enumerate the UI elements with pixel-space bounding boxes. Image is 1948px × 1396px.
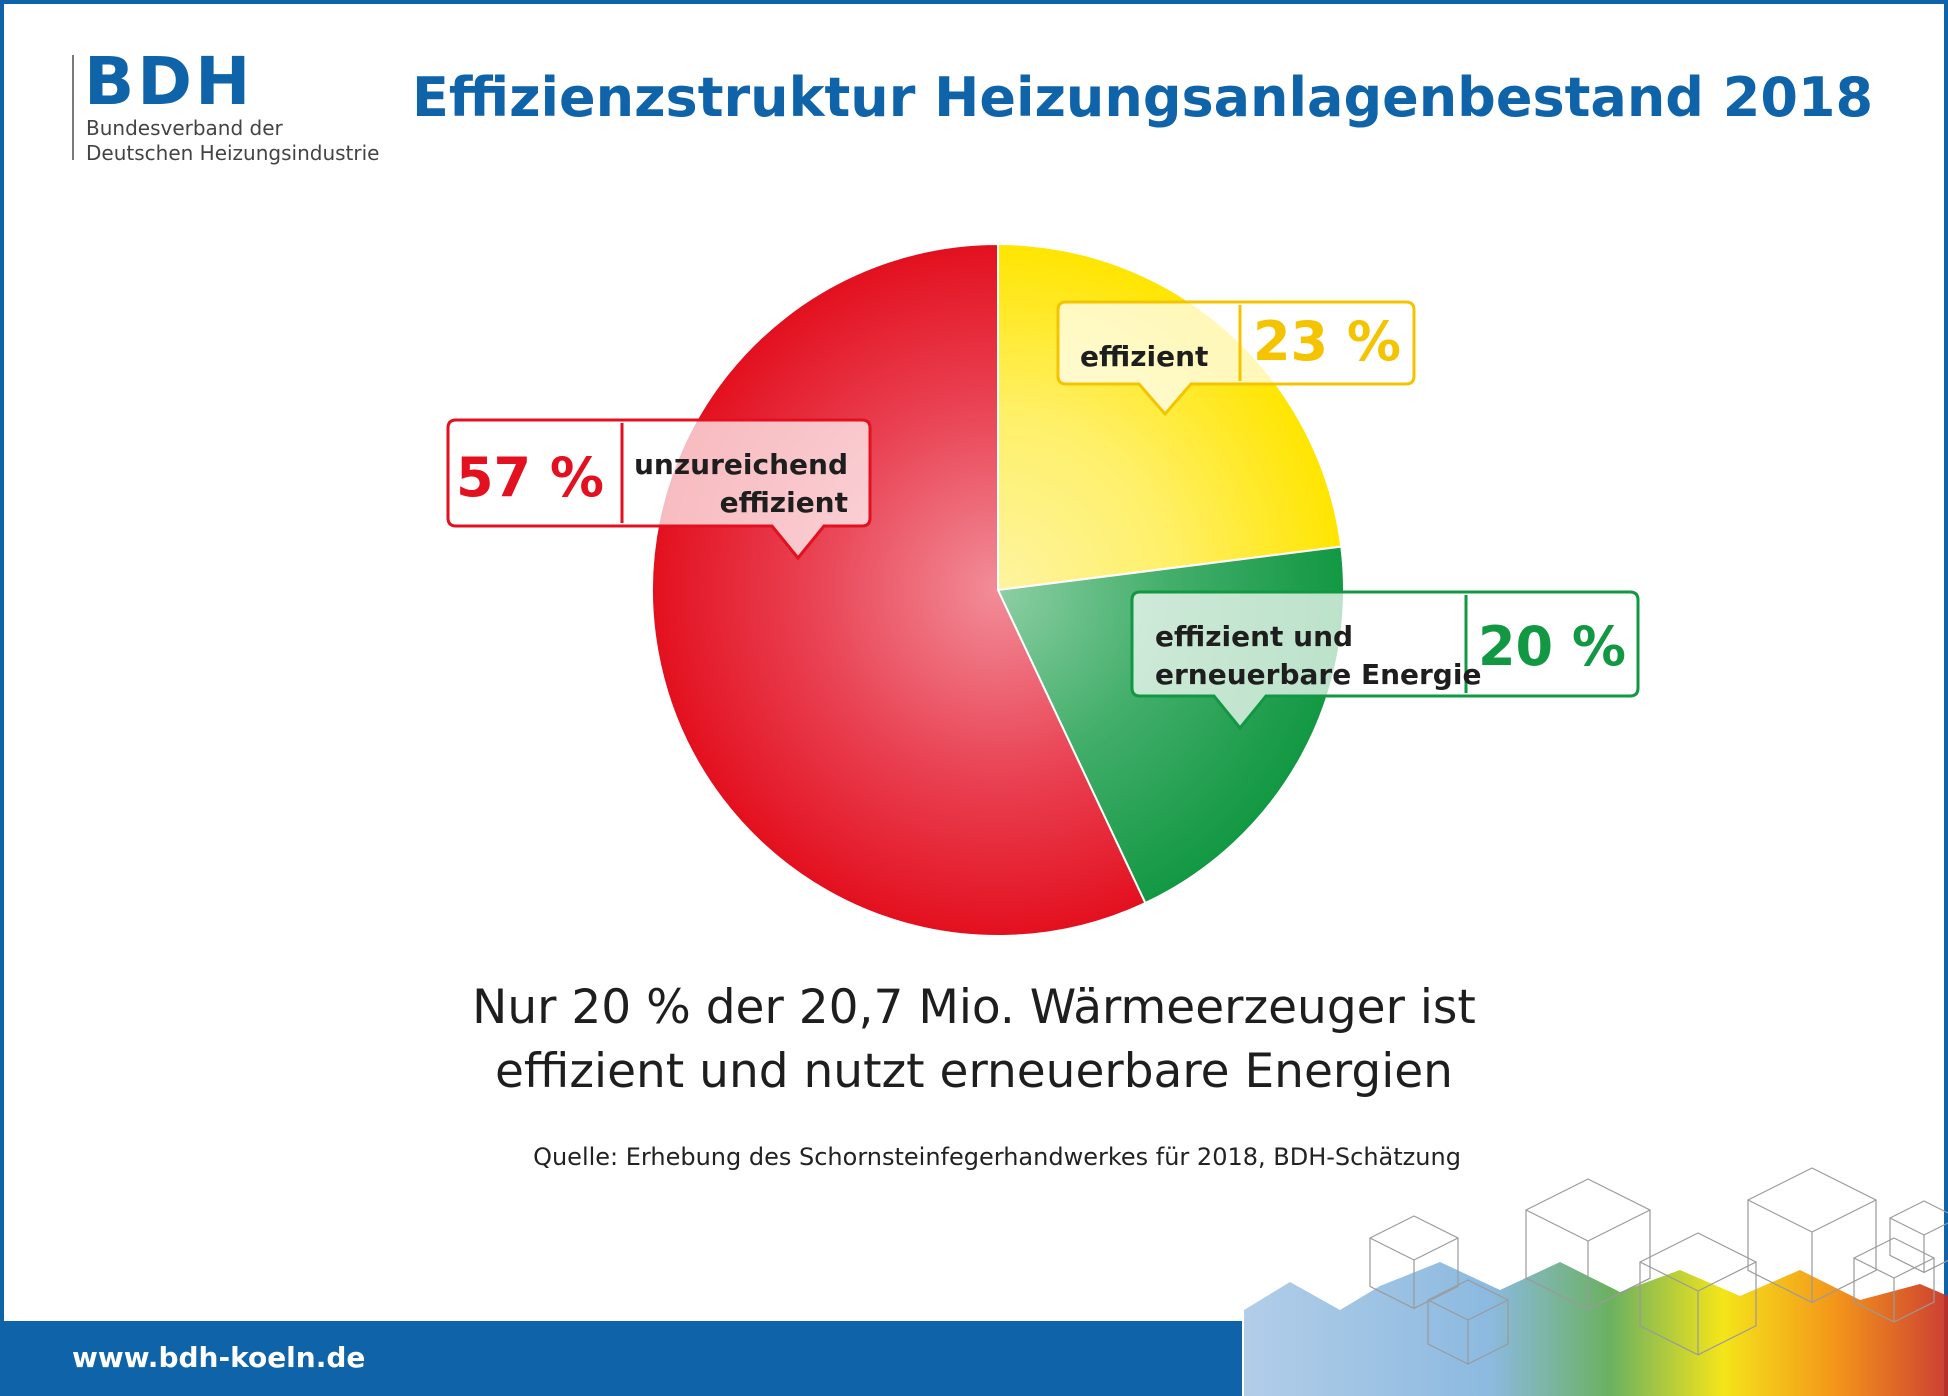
page-title: Effizienzstruktur Heizungsanlagenbestand…: [412, 66, 1874, 129]
cube-outline: [1427, 1279, 1509, 1365]
cube-outline: [1369, 1215, 1459, 1310]
source-note: Quelle: Erhebung des Schornsteinfegerhan…: [533, 1143, 1461, 1171]
cube-outline: [1747, 1167, 1877, 1304]
slice-label: erneuerbare Energie: [1155, 658, 1481, 691]
slice-value-label: 20 %: [1478, 615, 1626, 678]
callout-box: [1130, 590, 1640, 731]
bdh-logo: BDH: [84, 43, 254, 120]
cube-outline: [1853, 1237, 1935, 1323]
callout-unzureichend: unzureichend effizient 57 %: [446, 418, 872, 561]
footer-url-link[interactable]: www.bdh-koeln.de: [72, 1341, 366, 1374]
logo-subtitle-line1: Bundesverband der: [86, 116, 283, 140]
slice-label: effizient: [720, 486, 848, 519]
footer-bar: [0, 1321, 1242, 1396]
cube-outline: [1525, 1178, 1651, 1310]
cube-outline: [1889, 1200, 1948, 1274]
slice-label: effizient: [1080, 340, 1208, 373]
callout-effizient: effizient 23 %: [1056, 300, 1416, 417]
logo-divider: [72, 55, 74, 160]
slice-label: unzureichend: [634, 448, 848, 481]
slice-label: effizient und: [1155, 620, 1353, 653]
pie-slice-effizient: [997, 242, 1343, 592]
cube-fill: [1244, 1262, 1948, 1396]
callout-box: [446, 418, 872, 561]
pie-slice-unzureichend: [651, 242, 1147, 937]
slice-value-label: 57 %: [456, 446, 604, 509]
decorative-cubes: [1244, 1167, 1948, 1396]
slice-value-label: 23 %: [1253, 310, 1401, 373]
headline-line1: Nur 20 % der 20,7 Mio. Wärmeerzeuger ist: [472, 980, 1476, 1035]
logo-subtitle-line2: Deutschen Heizungsindustrie: [86, 141, 380, 165]
cube-outline: [1639, 1232, 1757, 1356]
callout-box: [1056, 300, 1416, 417]
headline-line2: effizient und nutzt erneuerbare Energien: [495, 1044, 1453, 1099]
